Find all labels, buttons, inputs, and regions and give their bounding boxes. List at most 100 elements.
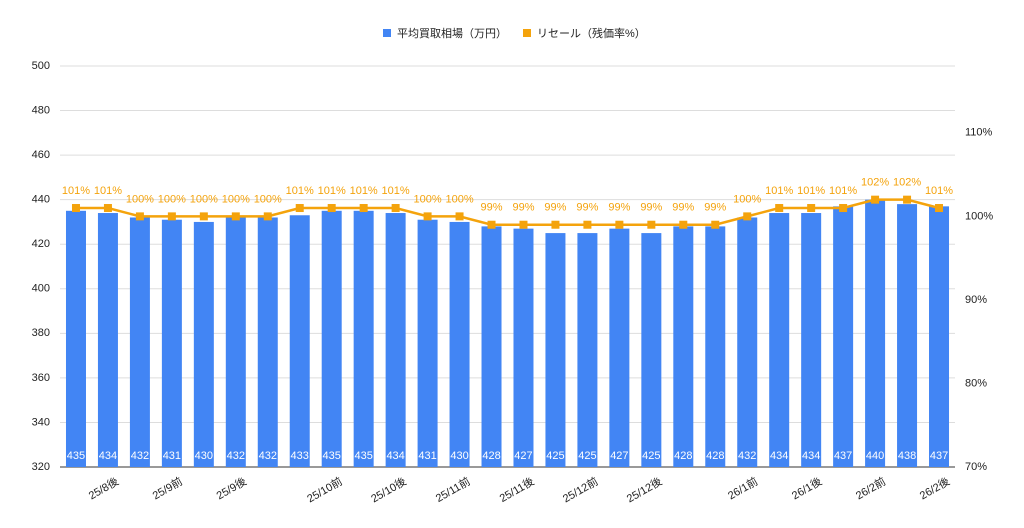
line-marker xyxy=(231,212,240,221)
line-value-label: 101% xyxy=(765,185,793,197)
line-value-label: 101% xyxy=(829,185,857,197)
bar xyxy=(929,206,950,467)
bar xyxy=(513,228,534,467)
bar xyxy=(129,217,150,467)
bar-value-label: 425 xyxy=(546,450,564,462)
x-tick-label: 25/9後 xyxy=(214,474,249,502)
bar xyxy=(65,210,86,468)
line-marker xyxy=(263,212,272,221)
line-marker xyxy=(679,220,688,229)
bar-value-label: 435 xyxy=(323,450,341,462)
line-value-label: 99% xyxy=(704,202,726,214)
line-marker xyxy=(743,212,752,221)
bar-value-label: 437 xyxy=(834,450,852,462)
bar-value-label: 428 xyxy=(674,450,692,462)
bar xyxy=(545,233,566,467)
bar xyxy=(161,219,182,467)
x-tick-label: 25/8後 xyxy=(86,474,121,502)
x-tick-label: 25/12後 xyxy=(624,474,664,505)
line-marker xyxy=(327,204,336,213)
line-value-label: 100% xyxy=(190,193,218,205)
bar-value-label: 432 xyxy=(259,450,277,462)
bar-value-label: 434 xyxy=(386,450,404,462)
bar xyxy=(449,221,470,467)
line-marker xyxy=(583,220,592,229)
bar xyxy=(897,204,918,467)
line-value-label: 101% xyxy=(94,185,122,197)
line-marker xyxy=(775,204,784,213)
bar-value-label: 432 xyxy=(738,450,756,462)
bar xyxy=(321,210,342,468)
y-tick-label: 460 xyxy=(32,149,50,161)
bar xyxy=(577,233,598,467)
line-value-label: 100% xyxy=(126,193,154,205)
y-tick-label: 480 xyxy=(32,104,50,116)
line-value-label: 100% xyxy=(414,193,442,205)
line-value-label: 99% xyxy=(608,202,630,214)
line-marker xyxy=(903,195,912,204)
bar-value-label: 437 xyxy=(930,450,948,462)
bar xyxy=(641,233,662,467)
bar-value-label: 425 xyxy=(642,450,660,462)
bar-value-label: 434 xyxy=(99,450,117,462)
line-marker xyxy=(391,204,400,213)
bar-value-label: 433 xyxy=(291,450,309,462)
bar xyxy=(673,226,694,467)
x-tick-label: 26/1後 xyxy=(789,474,824,502)
bar-value-label: 435 xyxy=(354,450,372,462)
y2-tick-label: 90% xyxy=(965,294,987,306)
line-value-label: 99% xyxy=(640,202,662,214)
legend-swatch xyxy=(523,29,531,37)
line-value-label: 100% xyxy=(254,193,282,205)
y2-tick-label: 110% xyxy=(965,127,993,139)
line-marker xyxy=(71,204,80,213)
bar xyxy=(417,219,438,467)
line-value-label: 101% xyxy=(286,185,314,197)
bar xyxy=(289,215,310,467)
bar-value-label: 428 xyxy=(706,450,724,462)
line-value-label: 99% xyxy=(672,202,694,214)
legend-swatch xyxy=(383,29,391,37)
y-tick-label: 400 xyxy=(32,283,50,295)
line-value-label: 100% xyxy=(222,193,250,205)
line-value-label: 101% xyxy=(382,185,410,197)
bar xyxy=(769,213,790,467)
line-value-label: 101% xyxy=(925,185,953,197)
line-value-label: 100% xyxy=(158,193,186,205)
y2-tick-label: 70% xyxy=(965,461,987,473)
y-tick-label: 360 xyxy=(32,372,50,384)
bar xyxy=(865,199,886,467)
line-marker xyxy=(519,220,528,229)
line-marker xyxy=(167,212,176,221)
y-tick-label: 420 xyxy=(32,238,50,250)
line-value-label: 101% xyxy=(797,185,825,197)
bar-value-label: 430 xyxy=(195,450,213,462)
legend-label: 平均買取相場（万円） xyxy=(397,27,507,40)
line-value-label: 101% xyxy=(62,185,90,197)
line-marker xyxy=(135,212,144,221)
bar xyxy=(193,221,214,467)
bar xyxy=(481,226,502,467)
line-marker xyxy=(807,204,816,213)
bar xyxy=(97,213,118,467)
line-marker xyxy=(711,220,720,229)
bar xyxy=(737,217,758,467)
bar-value-label: 434 xyxy=(770,450,788,462)
bar-value-label: 430 xyxy=(450,450,468,462)
x-tick-label: 25/10後 xyxy=(368,474,408,505)
line-value-label: 99% xyxy=(512,202,534,214)
bar-value-label: 434 xyxy=(802,450,820,462)
bar-value-label: 427 xyxy=(610,450,628,462)
line-value-label: 102% xyxy=(893,177,921,189)
bar-value-label: 438 xyxy=(898,450,916,462)
bar-value-label: 440 xyxy=(866,450,884,462)
y-tick-label: 320 xyxy=(32,461,50,473)
bar xyxy=(609,228,630,467)
x-tick-label: 25/12前 xyxy=(560,474,600,505)
bar-value-label: 427 xyxy=(514,450,532,462)
bar-value-label: 431 xyxy=(418,450,436,462)
bar xyxy=(385,213,406,467)
x-tick-label: 25/11前 xyxy=(433,474,473,505)
x-tick-label: 25/10前 xyxy=(304,474,344,505)
y2-tick-label: 100% xyxy=(965,210,993,222)
